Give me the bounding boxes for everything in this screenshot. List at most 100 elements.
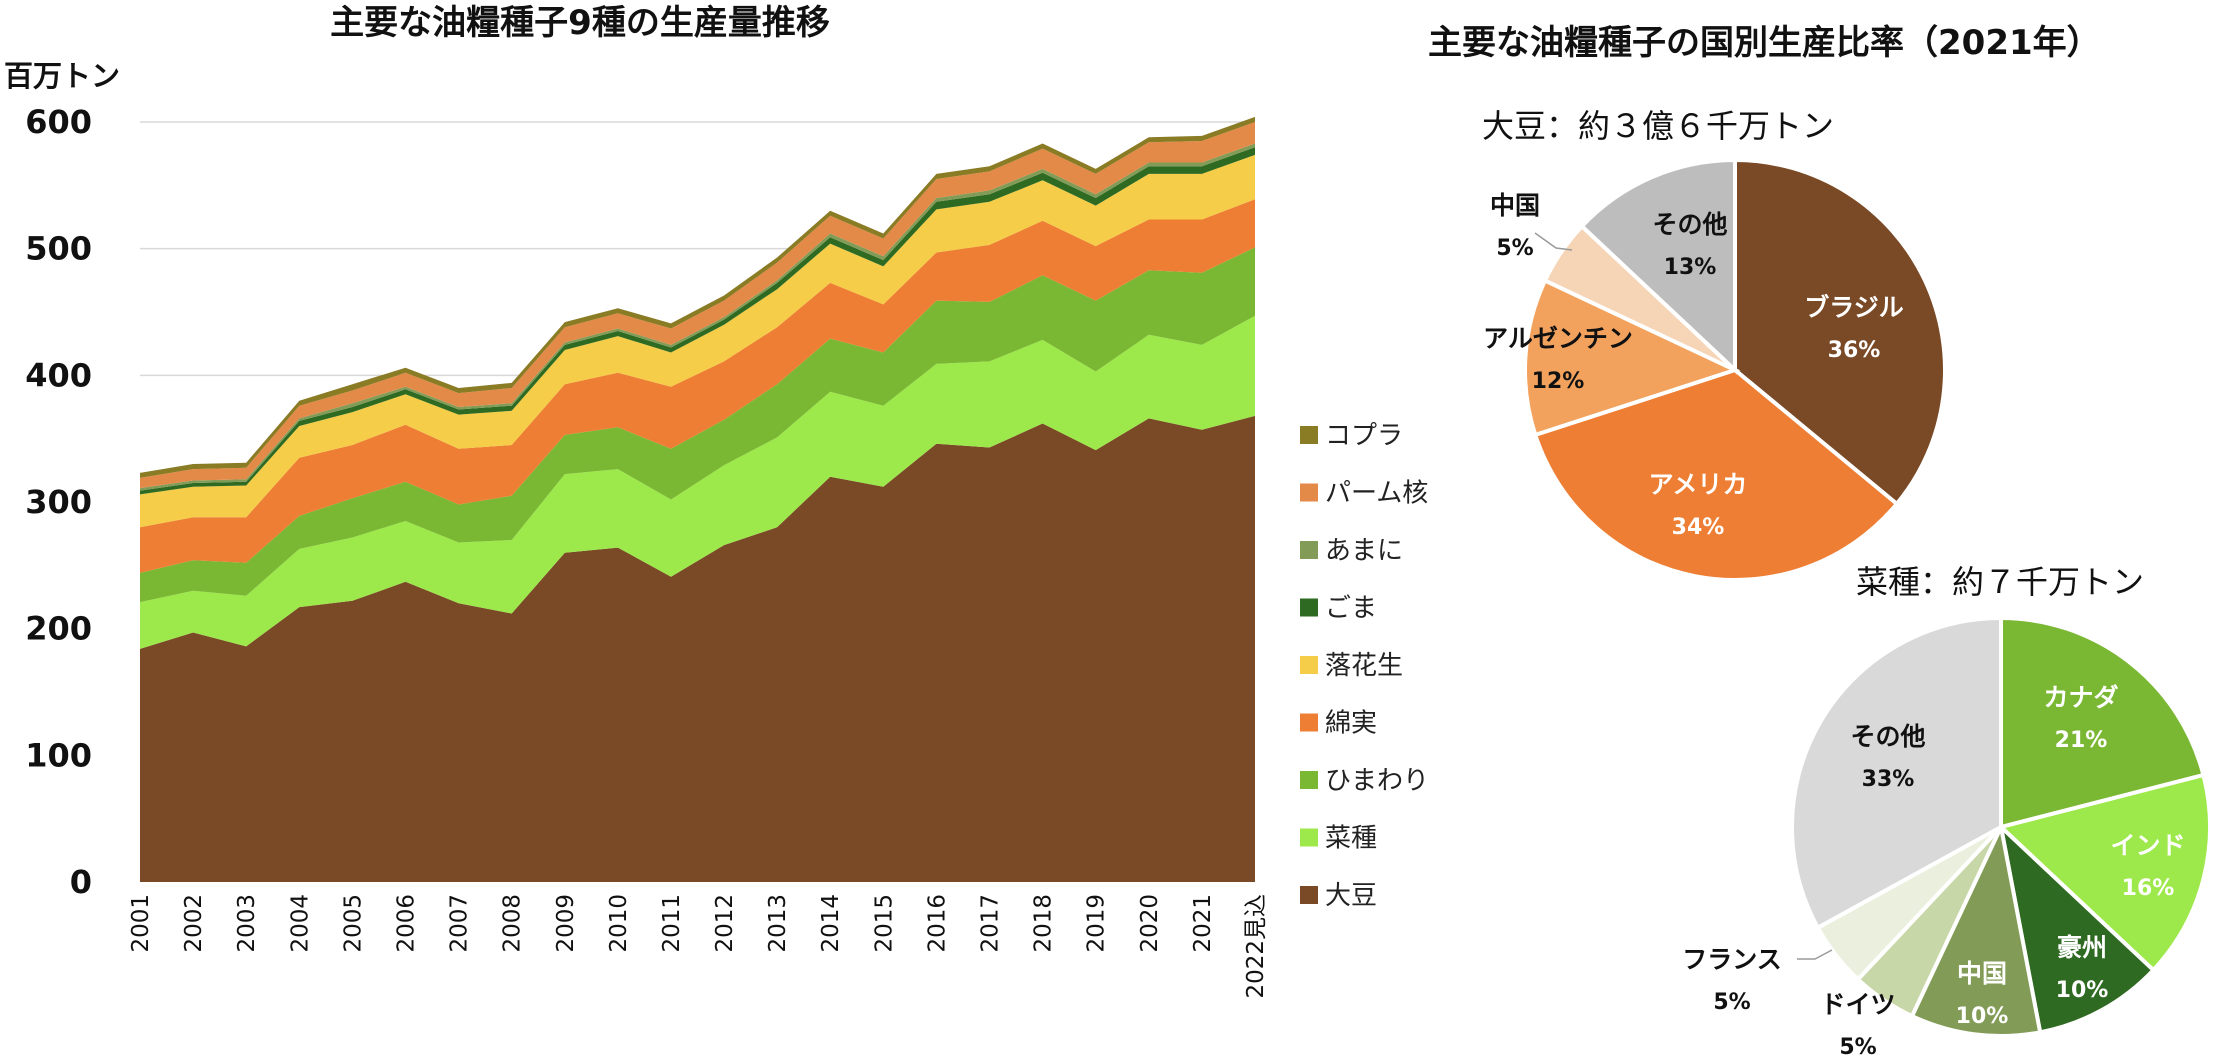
legend-swatch (1300, 483, 1318, 502)
area-series-2 (140, 247, 1255, 603)
pie-slice (1579, 157, 1737, 375)
slice-label: アルゼンチン (1483, 324, 1633, 353)
pie-charts: 主要な油糧種子の国別生産比率（2021年） 大豆：約３億６千万トン ブラジル 36… (1428, 23, 2212, 1060)
area-chart: 主要な油糧種子9種の生産量推移 百万トン 0 100 200 300 400 500 600… (4, 3, 1429, 999)
legend-swatch (1300, 828, 1318, 847)
x-tick-label: 2002 (181, 894, 207, 953)
x-tick-label: 2020 (1137, 894, 1163, 953)
x-tick-label: 2021 (1190, 894, 1216, 953)
y-axis-ticks: 0 100 200 300 400 500 600 (25, 103, 92, 901)
x-tick-label: 2018 (1031, 894, 1057, 953)
pie-slice (1999, 615, 2206, 830)
x-tick-label: 2004 (287, 894, 313, 953)
legend-label: コプラ (1325, 421, 1403, 451)
legend-swatch (1300, 598, 1318, 617)
legend-label: 綿実 (1325, 709, 1377, 739)
slice-percent: 10% (2056, 978, 2109, 1003)
area-series-4 (140, 154, 1255, 528)
soy-pie-subtitle: 大豆：約３億６千万トン (1482, 107, 1834, 145)
x-tick-label: 2011 (659, 894, 685, 953)
legend-label: あまに (1325, 536, 1403, 566)
slice-percent: 16% (2122, 876, 2175, 901)
rapeseed-pie-chart: カナダ 21% インド 16% 豪州 10% 中国 10% ドイツ 5% フランス 5% その他 33% (1682, 615, 2212, 1060)
slice-percent: 36% (1828, 338, 1881, 363)
x-tick-label: 2014 (818, 894, 844, 953)
legend-swatch (1300, 771, 1318, 789)
pie-slice (1996, 772, 2212, 973)
pie-slice (1532, 367, 1900, 582)
legend-label: パーム核 (1325, 479, 1428, 509)
pie-section-title: 主要な油糧種子の国別生産比率（2021年） (1428, 23, 2101, 63)
slice-percent: 13% (1664, 255, 1717, 280)
x-tick-label: 2015 (871, 894, 897, 953)
leader-line (1797, 949, 1833, 960)
y-tick-label: 600 (25, 103, 92, 141)
area-series-1 (140, 315, 1255, 649)
slice-label: ドイツ (1820, 990, 1895, 1019)
legend-swatch (1300, 656, 1318, 674)
y-axis-unit: 百万トン (4, 59, 120, 93)
x-tick-label: 2012 (712, 894, 738, 953)
area-series-7 (140, 122, 1255, 489)
y-tick-label: 300 (25, 483, 92, 521)
pie-slice (1909, 820, 2043, 1038)
slice-label: ブラジル (1804, 293, 1904, 322)
x-tick-label: 2005 (340, 894, 366, 953)
rapeseed-pie-subtitle: 菜種：約７千万トン (1856, 563, 2144, 601)
legend-swatch (1300, 541, 1318, 559)
area-series-3 (140, 199, 1255, 573)
slice-percent: 33% (1862, 767, 1915, 792)
legend-label: 大豆 (1325, 881, 1377, 911)
legend-label: 落花生 (1325, 651, 1403, 681)
y-tick-label: 500 (25, 230, 92, 268)
y-tick-label: 200 (25, 610, 92, 648)
x-tick-label: 2013 (765, 894, 791, 953)
slice-label: 中国 (1490, 191, 1540, 220)
x-tick-label: 2008 (500, 894, 526, 953)
slice-label: フランス (1682, 945, 1782, 974)
slice-label: その他 (1652, 210, 1727, 239)
legend-swatch (1300, 886, 1318, 904)
slice-label: 中国 (1957, 959, 2007, 988)
y-tick-label: 400 (25, 356, 92, 394)
x-tick-label: 2019 (1084, 894, 1110, 953)
area-chart-title: 主要な油糧種子9種の生産量推移 (330, 3, 830, 43)
y-tick-label: 100 (25, 736, 92, 774)
slice-percent: 5% (1839, 1035, 1876, 1060)
x-tick-label: 2016 (924, 894, 950, 953)
slice-label: インド (2110, 831, 2185, 860)
slice-label: その他 (1850, 722, 1925, 751)
y-tick-label: 0 (70, 863, 92, 901)
x-axis-ticks: 2001 2002 2003 2004 2005 2006 2007 2008 2009 2010… (128, 894, 1269, 999)
x-tick-label: 2017 (978, 894, 1004, 953)
x-tick-label: 2001 (128, 894, 154, 953)
slice-label: 豪州 (2057, 933, 2107, 962)
legend-label: ひまわり (1325, 766, 1429, 796)
slice-percent: 21% (2055, 728, 2108, 753)
legend-swatch (1300, 426, 1318, 444)
x-tick-label: 2022見込 (1243, 894, 1269, 999)
slice-percent: 5% (1713, 990, 1750, 1015)
pie-slice (1997, 821, 2157, 1035)
legend-swatch (1300, 713, 1318, 732)
pie-slice (1523, 277, 1741, 438)
slice-label: アメリカ (1649, 470, 1748, 499)
pie-slice (1733, 157, 1947, 507)
legend-label: 菜種 (1325, 824, 1377, 854)
x-tick-label: 2003 (234, 894, 260, 953)
slice-percent: 10% (1956, 1004, 2009, 1029)
x-tick-label: 2010 (606, 894, 632, 953)
leader-line (1534, 232, 1573, 251)
x-tick-label: 2009 (553, 894, 579, 953)
soy-pie-chart: ブラジル 36% アメリカ 34% アルゼンチン 12% 中国 5% その他 13% (1483, 157, 1947, 582)
slice-percent: 34% (1672, 515, 1725, 540)
pie-slice (1790, 615, 2003, 931)
x-tick-label: 2007 (447, 894, 473, 953)
x-tick-label: 2006 (393, 894, 419, 953)
area-series-0 (140, 415, 1255, 882)
legend-label: ごま (1325, 594, 1377, 624)
slice-label: カナダ (2043, 683, 2118, 712)
slice-percent: 5% (1496, 236, 1533, 261)
